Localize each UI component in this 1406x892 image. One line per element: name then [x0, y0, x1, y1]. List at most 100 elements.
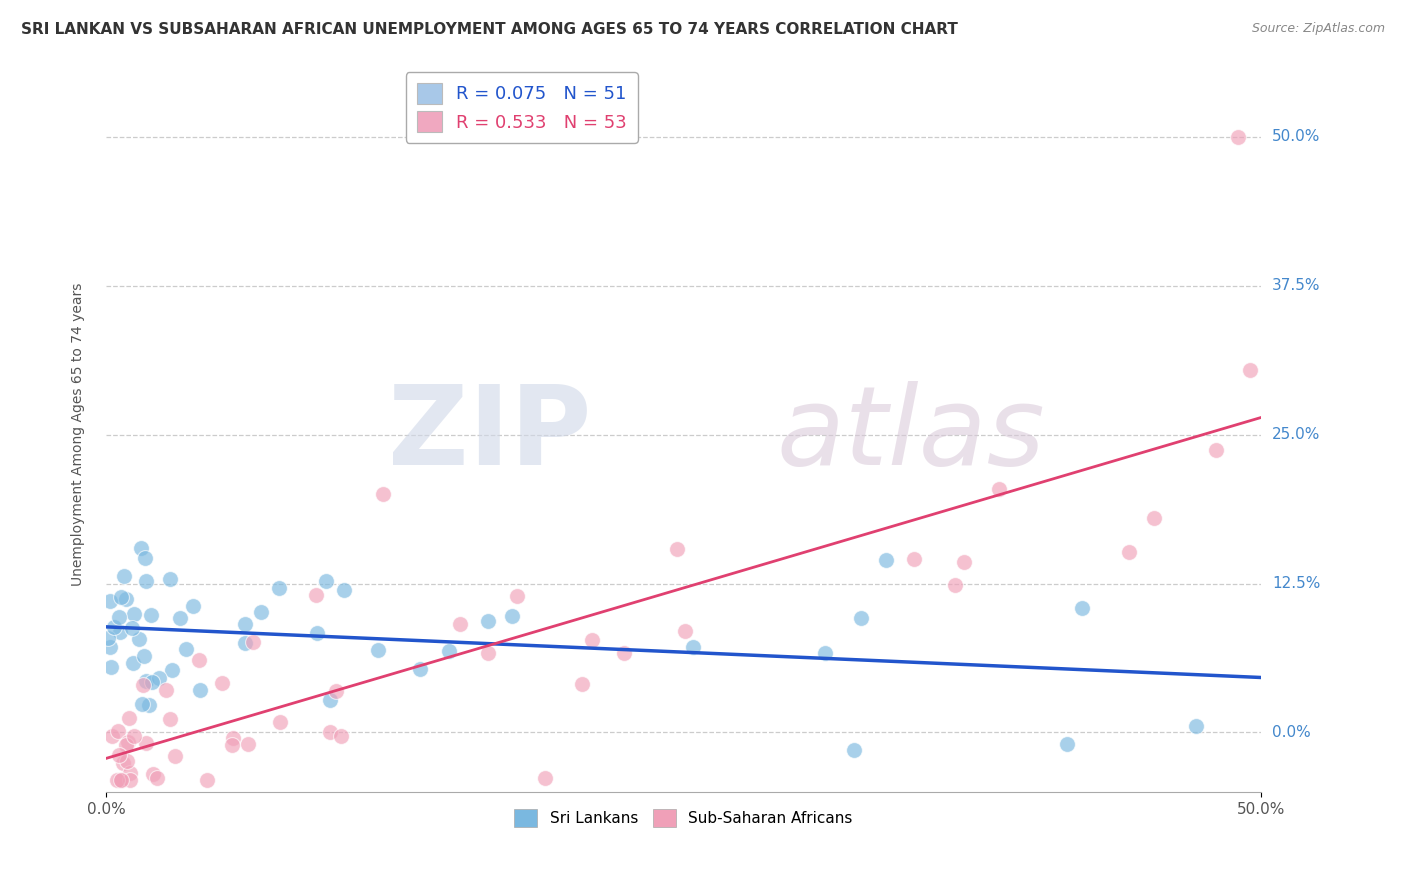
Text: ZIP: ZIP: [388, 381, 591, 488]
Point: [169, 611, 191, 625]
Point: [269, 581, 291, 595]
Point: [163, 749, 186, 764]
Point: [1070, 600, 1092, 615]
Point: [373, 487, 395, 501]
Point: [211, 676, 233, 690]
Point: [159, 712, 181, 726]
Point: [115, 738, 138, 752]
Point: [673, 624, 696, 638]
Y-axis label: Unemployment Among Ages 65 to 74 years: Unemployment Among Ages 65 to 74 years: [72, 283, 86, 586]
Point: [844, 743, 866, 757]
Point: [122, 729, 145, 743]
Point: [409, 662, 432, 676]
Point: [108, 609, 131, 624]
Point: [269, 715, 291, 730]
Point: [100, 660, 122, 674]
Point: [249, 605, 271, 619]
Point: [506, 589, 529, 603]
Point: [325, 683, 347, 698]
Text: 50.0%: 50.0%: [1272, 129, 1320, 145]
Point: [1142, 510, 1164, 524]
Point: [160, 663, 183, 677]
Point: [534, 771, 557, 785]
Point: [118, 711, 141, 725]
Point: [307, 626, 329, 640]
Point: [112, 568, 135, 582]
Point: [952, 555, 974, 569]
Point: [222, 731, 245, 745]
Point: [849, 611, 872, 625]
Point: [141, 675, 163, 690]
Point: [134, 551, 156, 566]
Text: 12.5%: 12.5%: [1272, 576, 1320, 591]
Point: [319, 693, 342, 707]
Point: [221, 738, 243, 752]
Point: [117, 734, 139, 748]
Text: Source: ZipAtlas.com: Source: ZipAtlas.com: [1251, 22, 1385, 36]
Point: [155, 683, 177, 698]
Point: [112, 756, 135, 771]
Point: [101, 729, 124, 743]
Point: [1205, 442, 1227, 457]
Point: [501, 608, 523, 623]
Point: [943, 577, 966, 591]
Point: [114, 592, 136, 607]
Point: [100, 594, 122, 608]
Point: [131, 698, 153, 712]
Point: [305, 588, 328, 602]
Point: [233, 636, 256, 650]
Point: [128, 632, 150, 646]
Point: [135, 574, 157, 588]
Point: [139, 607, 162, 622]
Point: [110, 772, 132, 787]
Text: 37.5%: 37.5%: [1272, 278, 1320, 293]
Point: [148, 671, 170, 685]
Point: [988, 483, 1011, 497]
Point: [1239, 363, 1261, 377]
Point: [132, 648, 155, 663]
Point: [367, 643, 389, 657]
Point: [122, 607, 145, 621]
Point: [1185, 719, 1208, 733]
Point: [449, 616, 471, 631]
Point: [105, 772, 128, 787]
Point: [135, 673, 157, 688]
Point: [174, 641, 197, 656]
Point: [121, 621, 143, 635]
Point: [129, 541, 152, 555]
Point: [138, 698, 160, 713]
Point: [333, 582, 356, 597]
Point: [477, 646, 499, 660]
Point: [242, 635, 264, 649]
Point: [571, 677, 593, 691]
Point: [665, 541, 688, 556]
Point: [103, 620, 125, 634]
Legend: Sri Lankans, Sub-Saharan Africans: Sri Lankans, Sub-Saharan Africans: [506, 801, 860, 834]
Point: [135, 736, 157, 750]
Point: [1056, 737, 1078, 751]
Point: [195, 772, 218, 787]
Point: [188, 653, 211, 667]
Point: [814, 646, 837, 660]
Point: [98, 640, 121, 655]
Point: [439, 643, 461, 657]
Text: 0.0%: 0.0%: [1272, 725, 1310, 740]
Point: [315, 574, 337, 588]
Text: 25.0%: 25.0%: [1272, 427, 1320, 442]
Point: [110, 591, 132, 605]
Point: [581, 633, 603, 648]
Point: [110, 772, 132, 787]
Point: [111, 772, 134, 787]
Point: [145, 771, 167, 785]
Point: [159, 572, 181, 586]
Point: [875, 553, 897, 567]
Point: [682, 640, 704, 654]
Point: [330, 730, 353, 744]
Text: SRI LANKAN VS SUBSAHARAN AFRICAN UNEMPLOYMENT AMONG AGES 65 TO 74 YEARS CORRELAT: SRI LANKAN VS SUBSAHARAN AFRICAN UNEMPLO…: [21, 22, 957, 37]
Point: [107, 724, 129, 739]
Point: [108, 624, 131, 639]
Point: [183, 599, 205, 613]
Point: [236, 737, 259, 751]
Point: [141, 766, 163, 780]
Point: [318, 725, 340, 739]
